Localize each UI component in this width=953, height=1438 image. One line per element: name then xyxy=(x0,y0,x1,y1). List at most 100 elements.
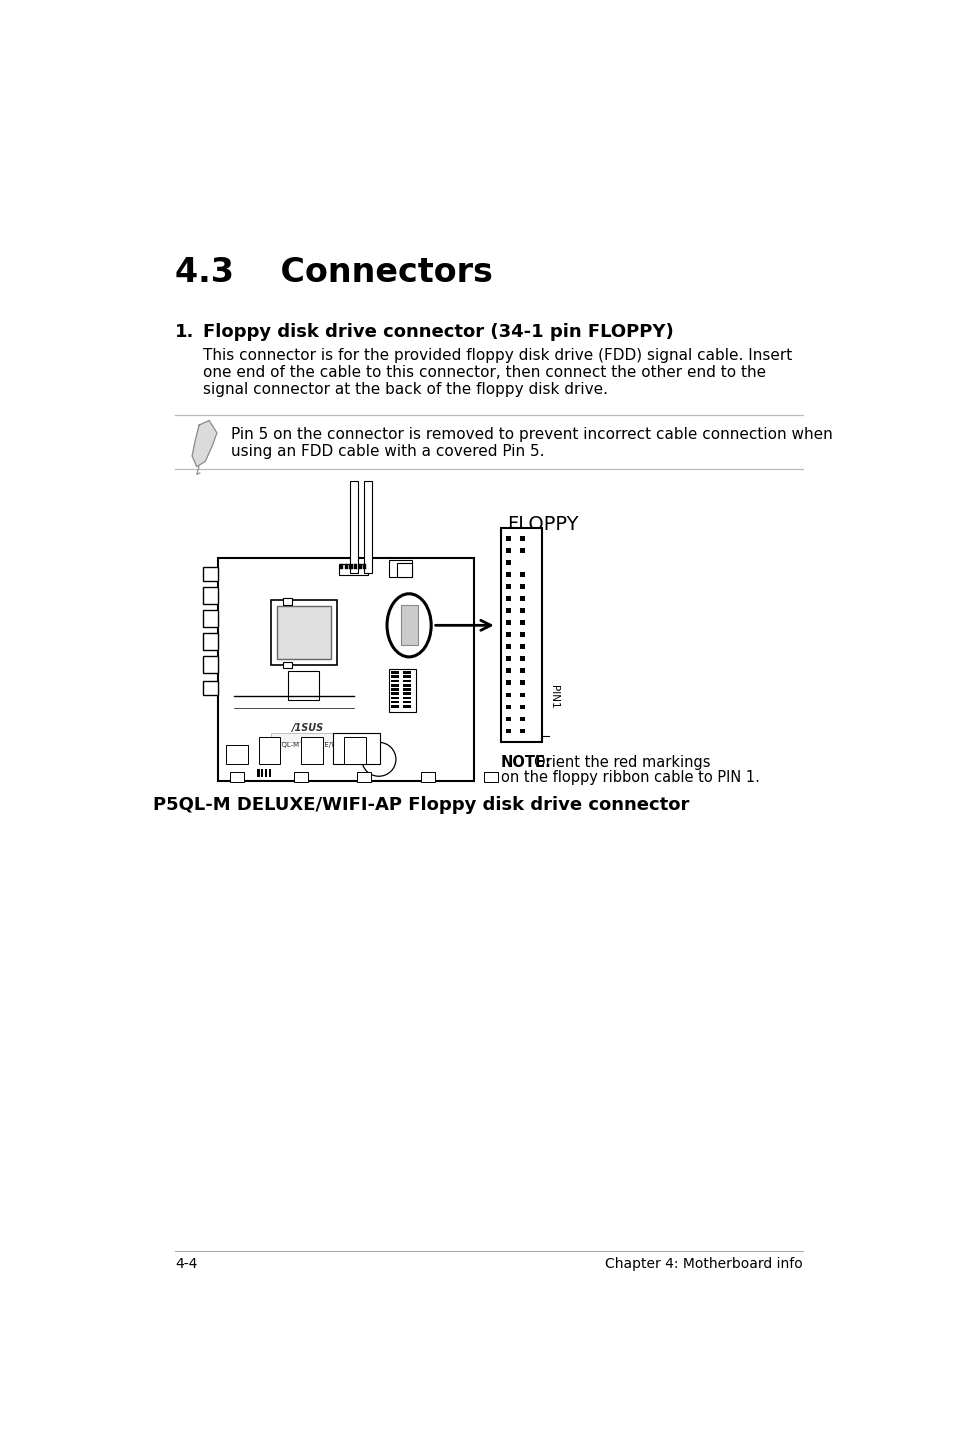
Bar xyxy=(269,769,271,777)
Bar xyxy=(505,548,510,552)
Bar xyxy=(218,558,474,781)
Bar xyxy=(226,745,248,764)
Bar xyxy=(203,656,218,673)
Bar xyxy=(349,565,353,569)
Bar xyxy=(519,680,524,684)
Bar xyxy=(265,769,267,777)
Text: This connector is for the provided floppy disk drive (FDD) signal cable. Insert: This connector is for the provided flopp… xyxy=(203,348,791,364)
Bar xyxy=(350,480,357,572)
Bar xyxy=(519,572,524,577)
Bar xyxy=(519,633,524,637)
Bar xyxy=(505,669,510,673)
Text: on the floppy ribbon cable to PIN 1.: on the floppy ribbon cable to PIN 1. xyxy=(500,771,759,785)
Circle shape xyxy=(361,742,395,777)
Bar xyxy=(400,605,417,646)
Bar xyxy=(354,565,356,569)
Text: FLOPPY: FLOPPY xyxy=(506,515,578,533)
Text: Chapter 4: Motherboard info: Chapter 4: Motherboard info xyxy=(604,1257,802,1271)
Bar xyxy=(282,598,292,604)
Bar xyxy=(505,693,510,697)
Text: 4.3    Connectors: 4.3 Connectors xyxy=(174,256,493,289)
Bar xyxy=(505,716,510,722)
Bar xyxy=(344,565,348,569)
Bar xyxy=(203,680,218,695)
Bar xyxy=(402,700,410,703)
Text: Orient the red markings: Orient the red markings xyxy=(534,755,710,769)
Bar xyxy=(356,772,371,782)
Text: P5QL-M DELUXE/WIFI-AP Floppy disk drive connector: P5QL-M DELUXE/WIFI-AP Floppy disk drive … xyxy=(153,797,689,814)
Text: /1SUS: /1SUS xyxy=(292,723,324,733)
Bar xyxy=(519,693,524,697)
Bar xyxy=(203,587,218,604)
Bar xyxy=(391,687,398,690)
Text: signal connector at the back of the floppy disk drive.: signal connector at the back of the flop… xyxy=(203,383,607,397)
Bar xyxy=(402,705,410,707)
Bar xyxy=(505,680,510,684)
Bar xyxy=(261,769,263,777)
Bar xyxy=(505,536,510,541)
Bar xyxy=(402,687,410,690)
Bar xyxy=(402,680,410,682)
Bar xyxy=(358,565,361,569)
Bar xyxy=(363,565,366,569)
Bar xyxy=(505,597,510,601)
Bar xyxy=(344,736,365,764)
Text: using an FDD cable with a covered Pin 5.: using an FDD cable with a covered Pin 5. xyxy=(231,443,544,459)
Bar xyxy=(519,597,524,601)
Bar xyxy=(333,733,379,764)
Bar xyxy=(505,644,510,649)
Bar xyxy=(277,605,331,659)
Bar xyxy=(203,633,218,650)
Bar xyxy=(288,670,319,700)
Bar xyxy=(519,620,524,626)
Bar xyxy=(519,705,524,709)
Bar xyxy=(505,608,510,613)
Bar xyxy=(391,680,398,682)
Bar xyxy=(294,772,307,782)
Text: Floppy disk drive connector (34-1 pin FLOPPY): Floppy disk drive connector (34-1 pin FL… xyxy=(203,322,673,341)
Text: Pin 5 on the connector is removed to prevent incorrect cable connection when: Pin 5 on the connector is removed to pre… xyxy=(231,427,832,441)
Bar xyxy=(282,663,292,669)
Bar xyxy=(505,633,510,637)
Bar xyxy=(505,729,510,733)
Bar xyxy=(402,672,410,674)
Bar xyxy=(203,610,218,627)
Bar xyxy=(519,536,524,541)
Bar xyxy=(364,480,372,572)
Bar xyxy=(301,736,323,764)
Bar xyxy=(484,772,497,782)
Bar xyxy=(519,644,524,649)
Bar xyxy=(402,676,410,679)
Bar xyxy=(519,608,524,613)
Bar xyxy=(519,656,524,661)
Bar xyxy=(230,772,244,782)
Bar xyxy=(389,669,416,712)
Bar xyxy=(391,696,398,699)
Bar xyxy=(391,684,398,686)
Text: NOTE:: NOTE: xyxy=(500,755,551,769)
Bar xyxy=(402,684,410,686)
Text: PIN1: PIN1 xyxy=(548,684,558,709)
Bar xyxy=(340,565,343,569)
Bar xyxy=(519,584,524,588)
Bar xyxy=(271,733,360,742)
Bar xyxy=(505,572,510,577)
Bar xyxy=(338,564,368,575)
Bar xyxy=(391,692,398,695)
Bar xyxy=(505,559,510,565)
Text: one end of the cable to this connector, then connect the other end to the: one end of the cable to this connector, … xyxy=(203,365,765,380)
Bar xyxy=(391,705,398,707)
Bar xyxy=(505,705,510,709)
Bar xyxy=(396,562,412,577)
Bar xyxy=(271,600,336,666)
Bar xyxy=(505,656,510,661)
Bar xyxy=(257,769,259,777)
Bar xyxy=(258,736,280,764)
Bar xyxy=(505,584,510,588)
Bar xyxy=(500,528,541,742)
Bar xyxy=(402,696,410,699)
Bar xyxy=(391,676,398,679)
Bar xyxy=(391,700,398,703)
Bar xyxy=(519,716,524,722)
Bar xyxy=(402,692,410,695)
